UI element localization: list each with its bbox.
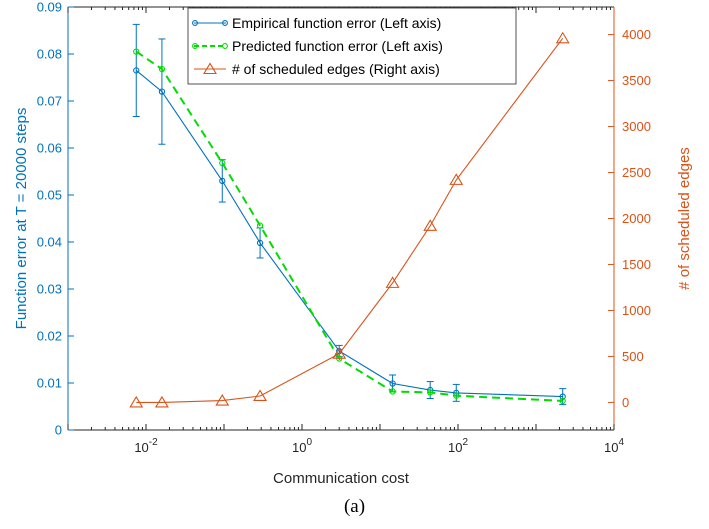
legend-entry: Predicted function error (Left axis) — [192, 38, 443, 54]
error-bar — [132, 23, 140, 118]
legend-marker — [192, 43, 198, 49]
x-tick-label: 10-2 — [134, 437, 158, 455]
data-point-triangle — [253, 389, 268, 402]
y-left-tick-label: 0.04 — [37, 235, 62, 250]
x-tick-label-exponent: -2 — [149, 437, 158, 448]
y-left-tick-label: 0.09 — [37, 0, 62, 15]
y-right-tick-label: 500 — [622, 349, 644, 364]
x-axis-label: Communication cost — [273, 470, 410, 487]
data-point-circle — [219, 177, 226, 185]
x-tick-label-base: 10 — [134, 440, 148, 455]
data-point-circle — [219, 159, 226, 167]
y-right-tick-label: 1000 — [622, 303, 651, 318]
data-point-triangle — [215, 394, 230, 406]
x-tick-label: 100 — [292, 437, 312, 455]
data-point-triangle — [154, 395, 169, 408]
legend-entry: # of scheduled edges (Right axis) — [194, 61, 440, 77]
legend-marker — [222, 43, 228, 49]
data-point-circle — [133, 48, 140, 55]
data-point-circle — [559, 397, 566, 405]
data-point-circle — [427, 389, 434, 396]
error-bar — [559, 388, 567, 406]
y-right-tick-label: 2000 — [622, 211, 651, 226]
x-tick-label-exponent: 2 — [462, 437, 468, 448]
figure-caption: (a) — [343, 496, 366, 517]
x-tick-label-base: 10 — [292, 440, 306, 455]
legend-marker — [203, 62, 217, 75]
data-point-triangle — [385, 276, 400, 288]
legend-label: # of scheduled edges (Right axis) — [232, 61, 440, 77]
data-point-circle — [256, 222, 264, 229]
legend-box — [187, 7, 517, 85]
y-right-tick-label: 4000 — [622, 27, 651, 42]
legend-marker — [222, 20, 228, 26]
data-point-triangle — [449, 173, 464, 185]
data-point-triangle — [129, 395, 144, 408]
data-point-triangle — [423, 219, 438, 231]
data-point-triangle — [555, 31, 570, 44]
data-point-circle — [453, 392, 460, 399]
y-right-tick-label: 1500 — [622, 257, 651, 272]
y-right-tick-label: 0 — [622, 395, 629, 410]
y-right-tick-label: 3000 — [622, 119, 651, 134]
legend-entry: Empirical function error (Left axis) — [192, 15, 441, 31]
y-right-tick-label: 2500 — [622, 165, 651, 180]
x-tick-label-exponent: 0 — [306, 437, 312, 448]
y-right-tick-label: 3500 — [622, 73, 651, 88]
y-left-tick-label: 0.07 — [37, 94, 62, 109]
y-left-tick-label: 0.06 — [37, 141, 62, 156]
data-point-triangle — [332, 347, 347, 359]
legend-label: Empirical function error (Left axis) — [232, 15, 441, 31]
x-tick-label-exponent: 4 — [618, 437, 624, 448]
data-point-circle — [158, 65, 166, 73]
series-2 — [129, 31, 570, 408]
y-left-tick-label: 0.03 — [37, 282, 62, 297]
series-line — [135, 69, 563, 398]
data-point-circle — [389, 380, 396, 387]
data-point-circle — [389, 388, 396, 395]
legend-marker — [192, 20, 198, 26]
x-tick-label: 102 — [448, 437, 468, 455]
data-point-circle — [559, 393, 566, 400]
legend-label: Predicted function error (Left axis) — [232, 38, 443, 54]
data-point-circle — [256, 239, 264, 247]
y-left-tick-label: 0 — [55, 423, 62, 438]
y-left-axis-label: Function error at T = 20000 steps — [13, 108, 30, 330]
x-tick-label-base: 10 — [448, 440, 462, 455]
data-point-circle — [133, 67, 140, 74]
y-left-tick-label: 0.08 — [37, 47, 62, 62]
x-tick-label-base: 10 — [604, 440, 618, 455]
y-left-tick-label: 0.01 — [37, 376, 62, 391]
series-line — [136, 37, 564, 403]
y-left-tick-label: 0.02 — [37, 329, 62, 344]
y-right-axis-label: # of scheduled edges — [676, 147, 693, 290]
y-left-tick-label: 0.05 — [37, 188, 62, 203]
data-point-circle — [158, 88, 166, 95]
x-tick-label: 104 — [604, 437, 624, 455]
